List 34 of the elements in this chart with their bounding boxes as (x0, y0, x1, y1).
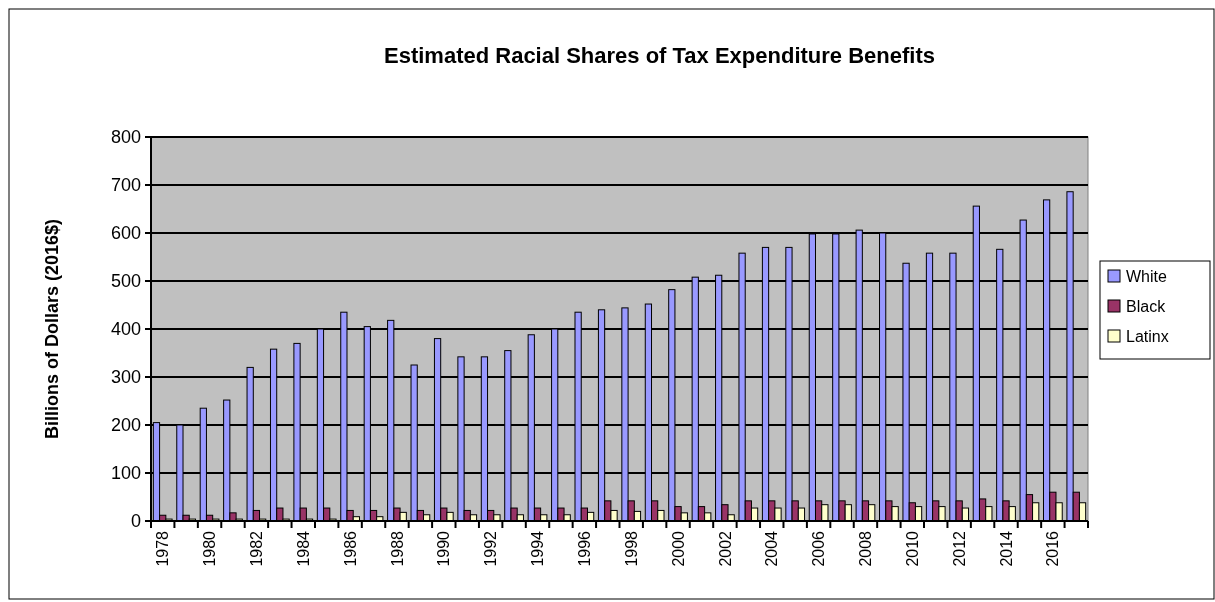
y-tick-label: 200 (110, 415, 141, 436)
y-tick-label: 0 (130, 511, 141, 532)
x-tick-label: 2006 (810, 530, 828, 567)
y-tick-label: 600 (110, 223, 141, 244)
x-tick-label: 1990 (435, 530, 453, 567)
y-tick-label: 300 (110, 367, 141, 388)
legend-label: Latinx (1126, 327, 1169, 345)
x-tick-label: 1978 (154, 530, 172, 567)
x-tick-label: 2000 (669, 530, 687, 567)
x-tick-label: 2016 (1044, 530, 1062, 567)
y-tick-label: 100 (110, 463, 141, 484)
x-tick-label: 1992 (482, 530, 500, 567)
y-tick-label: 400 (110, 319, 141, 340)
y-tick-label: 800 (110, 127, 141, 148)
x-tick-label: 1988 (388, 530, 406, 567)
legend-label: Black (1126, 297, 1167, 315)
x-tick-label: 1994 (529, 530, 547, 567)
x-tick-label: 2014 (997, 530, 1015, 567)
legend-label: White (1126, 267, 1167, 285)
y-axis-title: Billions of Dollars (2016$) (42, 218, 62, 440)
x-tick-label: 2008 (857, 530, 875, 567)
x-tick-label: 2010 (903, 530, 921, 567)
x-tick-label: 2004 (763, 530, 781, 567)
x-tick-label: 1984 (294, 530, 312, 567)
x-tick-label: 1980 (201, 530, 219, 567)
x-tick-label: 1982 (248, 530, 266, 567)
x-tick-label: 2012 (950, 530, 968, 567)
chart-title: Estimated Racial Shares of Tax Expenditure Benefits (384, 43, 935, 68)
x-tick-label: 1996 (575, 530, 593, 567)
x-tick-label: 1986 (341, 530, 359, 567)
x-tick-label: 1998 (622, 530, 640, 567)
x-tick-label: 2002 (716, 530, 734, 567)
y-tick-label: 700 (110, 175, 141, 196)
y-tick-label: 500 (110, 271, 141, 292)
